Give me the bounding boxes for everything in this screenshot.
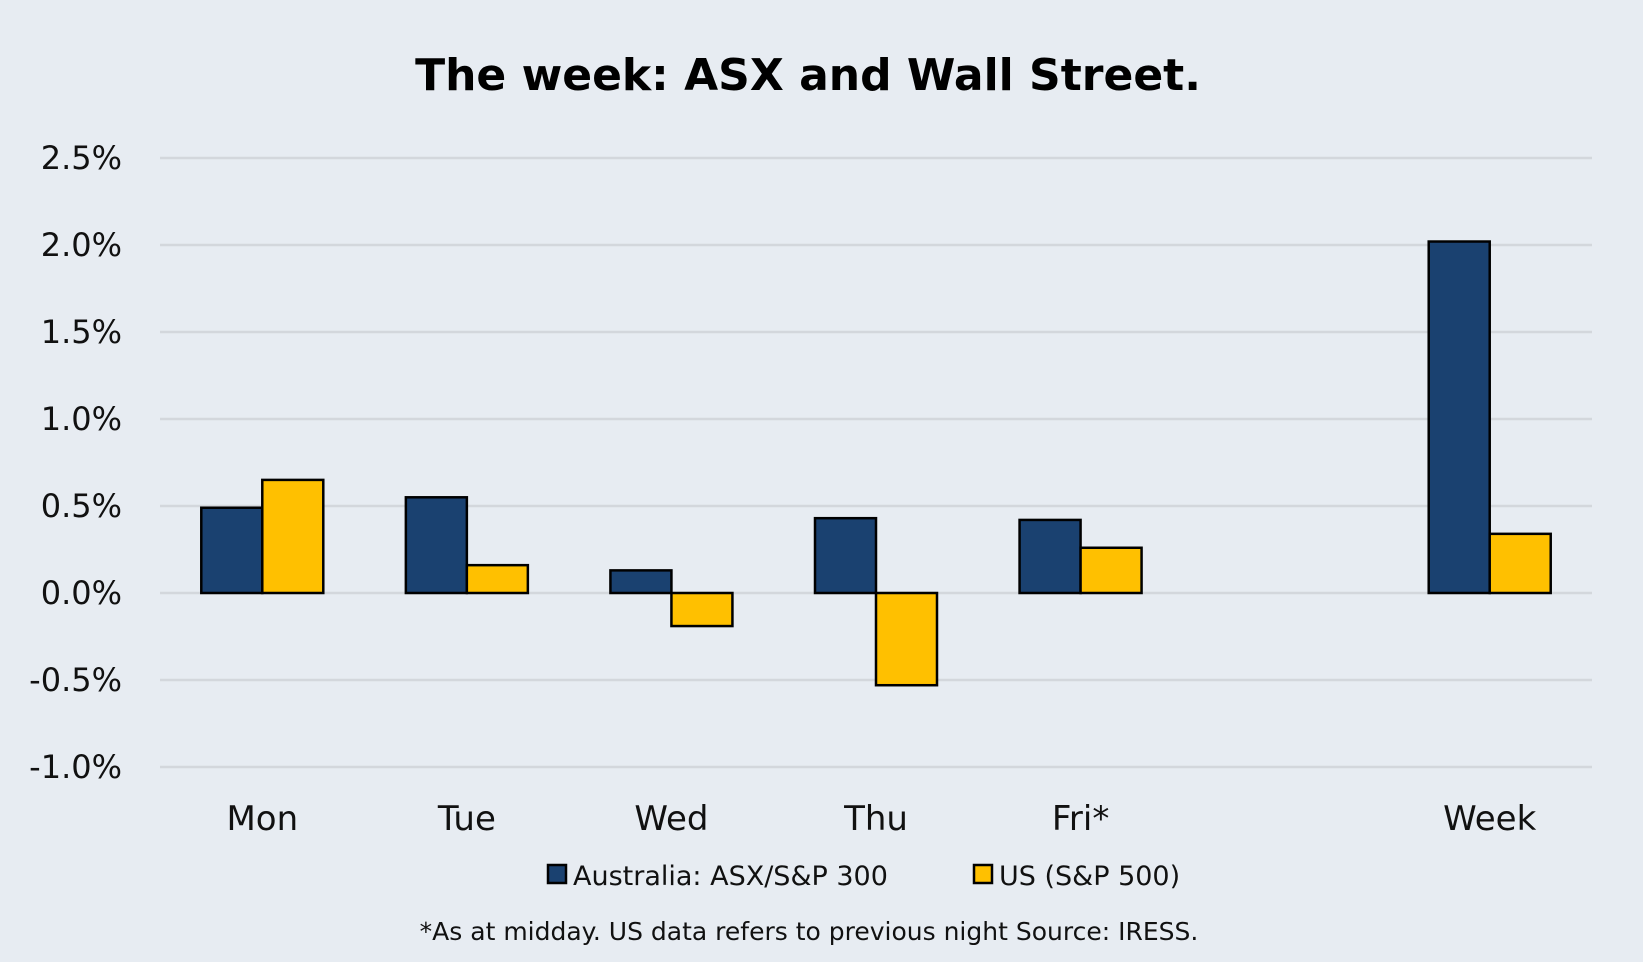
bars <box>200 240 1552 687</box>
x-category-label: Week <box>1443 799 1536 839</box>
y-tick-label: 0.0% <box>41 574 122 612</box>
y-tick-label: 0.5% <box>41 487 122 525</box>
legend-label-australia: Australia: ASX/S&P 300 <box>573 861 888 892</box>
bar-australia-thu <box>813 516 878 595</box>
y-axis-tick-labels: 2.5% 2.0% 1.5% 1.0% 0.5% 0.0% -0.5% -1.0% <box>29 139 122 786</box>
x-axis-category-labels: Mon Tue Wed Thu Fri* Week <box>226 799 1536 839</box>
bar-australia-week <box>1427 240 1491 595</box>
legend-swatch-australia <box>546 863 568 885</box>
y-tick-label: -1.0% <box>29 748 122 786</box>
chart-title: The week: ASX and Wall Street. <box>415 50 1201 101</box>
bar-australia-wed <box>609 569 673 595</box>
bar-us-mon <box>261 478 325 595</box>
bar-us-wed <box>670 591 734 628</box>
x-category-label: Mon <box>226 799 298 839</box>
bar-us-thu <box>874 591 939 687</box>
y-tick-label: 2.0% <box>41 226 122 264</box>
x-category-label: Thu <box>843 799 908 839</box>
chart-footnote: *As at midday. US data refers to previou… <box>420 917 1199 946</box>
y-tick-label: -0.5% <box>29 661 122 699</box>
y-tick-label: 1.0% <box>41 400 122 438</box>
bar-us-tue <box>465 563 530 595</box>
x-category-label: Wed <box>634 799 708 839</box>
legend: Australia: ASX/S&P 300 US (S&P 500) <box>546 861 1180 892</box>
bar-australia-tue <box>404 496 469 595</box>
bar-australia-fri <box>1018 518 1082 595</box>
bar-us-week <box>1488 532 1552 595</box>
y-tick-label: 1.5% <box>41 313 122 351</box>
legend-swatch-us <box>972 863 994 885</box>
legend-label-us: US (S&P 500) <box>999 861 1180 892</box>
x-category-label: Tue <box>437 799 496 839</box>
bar-australia-mon <box>200 506 264 595</box>
bar-us-fri <box>1079 546 1143 595</box>
y-tick-label: 2.5% <box>41 139 122 177</box>
x-category-label: Fri* <box>1052 799 1110 839</box>
